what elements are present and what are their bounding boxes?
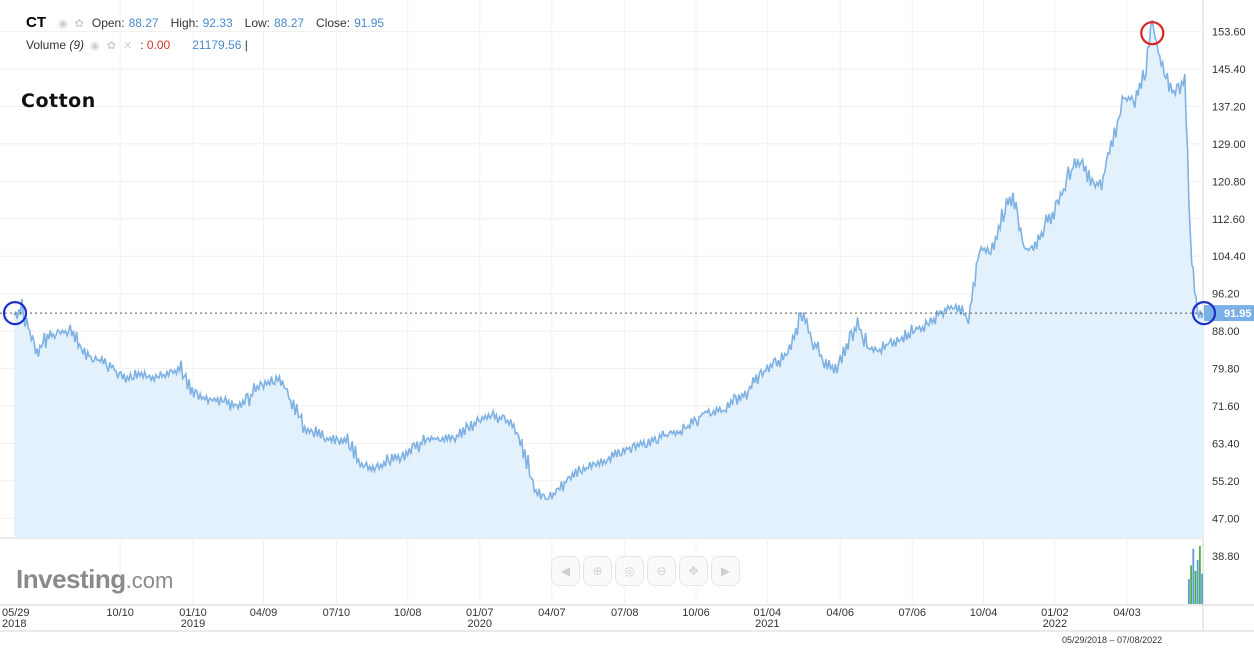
x-tick-label: 10/06: [682, 607, 710, 619]
chart-navigation: ◀ ⊕ ◎ ⊖ ✥ ▶: [551, 556, 740, 586]
volume-bar: [1190, 565, 1192, 604]
price-series-line[interactable]: [13, 19, 1204, 501]
x-tick-year-label: 2019: [181, 618, 205, 630]
y-tick-label: 104.40: [1212, 251, 1246, 263]
y-tick-label: 96.20: [1212, 289, 1240, 301]
y-tick-label: 153.60: [1212, 27, 1246, 39]
y-tick-label: 79.80: [1212, 364, 1240, 376]
high-value: 92.33: [202, 16, 233, 30]
open-value: 88.27: [128, 16, 159, 30]
volume-bar: [1188, 579, 1190, 604]
y-tick-label: 145.40: [1212, 64, 1246, 76]
volume-value: 21179.56: [192, 38, 242, 52]
move-icon[interactable]: ✥: [679, 556, 708, 586]
y-tick-label: 38.80: [1212, 551, 1240, 563]
y-tick-label: 129.00: [1212, 139, 1246, 151]
visibility-icon[interactable]: ◉ ✿: [58, 18, 86, 30]
symbol-label: CT: [26, 14, 46, 31]
price-legend: CT ◉ ✿ Open: 88.27 High: 92.33 Low: 88.27 Close:…: [26, 14, 384, 31]
x-tick-label: 10/04: [970, 607, 998, 619]
x-tick-year-label: 2020: [468, 618, 492, 630]
x-tick-year-label: 2018: [2, 618, 26, 630]
volume-settings-icon[interactable]: ◉ ✿ ✕: [90, 40, 135, 52]
x-tick-label: 01/04: [754, 607, 782, 619]
y-tick-label: 120.80: [1212, 176, 1246, 188]
volume-bar: [1194, 570, 1197, 604]
chart-title: Cotton: [21, 90, 96, 112]
volume-bar: [1196, 559, 1199, 604]
investing-logo: Investing.com: [16, 564, 173, 595]
close-value: 91.95: [354, 16, 385, 30]
logo-main: Investing: [16, 564, 126, 594]
volume-bars: [1188, 546, 1203, 604]
date-range-label: 05/29/2018 – 07/08/2022: [1062, 635, 1163, 645]
x-tick-label: 10/10: [106, 607, 134, 619]
high-label: High:: [170, 16, 199, 30]
y-tick-label: 137.20: [1212, 101, 1246, 113]
y-tick-label: 71.60: [1212, 401, 1240, 413]
volume-bar: [1192, 548, 1195, 604]
scroll-left-icon[interactable]: ◀: [551, 556, 580, 586]
volume-bar: [1199, 546, 1201, 604]
volume-label: Volume: [26, 38, 67, 52]
open-label: Open:: [91, 16, 125, 30]
y-axis: 153.60 145.40 137.20 129.00 120.80 112.60 104.…: [1204, 27, 1254, 563]
zoom-out-icon[interactable]: ⊖: [647, 556, 676, 586]
y-tick-label: 88.00: [1212, 326, 1240, 338]
y-tick-label: 112.60: [1212, 214, 1245, 226]
y-tick-label: 47.00: [1212, 513, 1240, 525]
end-price-circle: [1191, 300, 1217, 326]
x-tick-label: 01/07: [466, 607, 494, 619]
y-tick-label: 63.40: [1212, 438, 1240, 450]
start-price-circle: [2, 300, 28, 326]
logo-suffix: .com: [125, 568, 174, 593]
volume-legend: Volume (9) ◉ ✿ ✕: 0.00 21179.56 |: [26, 38, 248, 52]
zoom-reset-icon[interactable]: ◎: [615, 556, 644, 586]
peak-price-circle: [1140, 21, 1165, 46]
current-price-label: 91.95: [1224, 308, 1252, 320]
current-price-tag: [1204, 305, 1254, 322]
x-tick-label: 07/08: [611, 607, 639, 619]
x-tick-label: 01/02: [1041, 607, 1069, 619]
annotation-marks: [2, 21, 1217, 326]
volume-bar: [1201, 573, 1203, 604]
scroll-right-icon[interactable]: ▶: [711, 556, 740, 586]
price-area-fill: [14, 20, 1203, 538]
x-tick-label: 07/06: [899, 607, 927, 619]
y-tick-label: 55.20: [1212, 476, 1240, 488]
x-tick-label: 07/10: [323, 607, 351, 619]
volume-change: 0.00: [146, 38, 171, 52]
x-tick-label: 10/08: [394, 607, 422, 619]
x-tick-label: 04/09: [250, 607, 278, 619]
zoom-in-icon[interactable]: ⊕: [583, 556, 612, 586]
x-tick-label: 04/07: [538, 607, 566, 619]
x-tick-label: 04/06: [826, 607, 854, 619]
x-tick-label: 01/10: [179, 607, 207, 619]
low-label: Low:: [244, 16, 271, 30]
close-label: Close:: [316, 16, 351, 30]
x-tick-year-label: 2021: [755, 618, 779, 630]
volume-period: (9): [69, 38, 85, 52]
low-value: 88.27: [274, 16, 305, 30]
x-tick-year-label: 2022: [1043, 618, 1067, 630]
x-tick-label: 04/03: [1113, 607, 1141, 619]
x-tick-label: 05/29: [2, 607, 30, 619]
